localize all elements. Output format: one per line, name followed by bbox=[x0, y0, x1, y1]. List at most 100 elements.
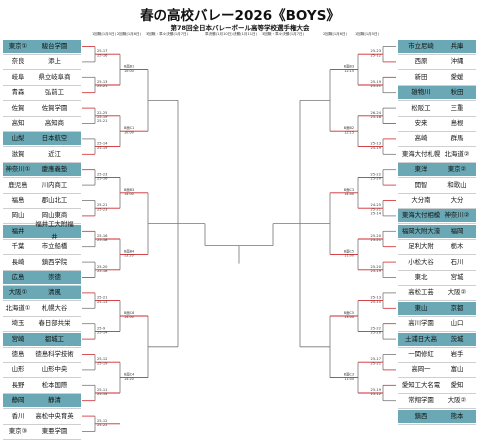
match-score: 25-23 bbox=[97, 172, 107, 176]
team-prefecture: 秋田 bbox=[450, 88, 464, 97]
row-divider bbox=[398, 377, 476, 379]
match-label: 11:00 bbox=[344, 377, 354, 381]
team-prefecture: 大分 bbox=[450, 196, 464, 204]
team-prefecture: 石川 bbox=[450, 257, 464, 266]
team-prefecture: 茨城 bbox=[450, 334, 464, 343]
match-label: 14:00 bbox=[124, 192, 134, 196]
row-divider bbox=[3, 161, 81, 163]
match-score: 25-12 bbox=[97, 357, 107, 361]
match-label: 10:00 bbox=[124, 69, 134, 73]
team-row-left: 徳島 徳島科学技術 bbox=[3, 348, 81, 361]
row-divider bbox=[3, 423, 81, 425]
team-school: 札幌大谷 bbox=[41, 303, 68, 312]
team-prefecture: 熊本 bbox=[450, 411, 464, 420]
row-divider bbox=[398, 254, 476, 256]
match-score: 25-21 bbox=[371, 238, 381, 242]
match-label: 13:20 bbox=[124, 254, 134, 258]
team-prefecture: 神奈川② bbox=[444, 211, 470, 220]
team-school: 高川学園 bbox=[408, 319, 434, 328]
row-divider bbox=[398, 362, 476, 363]
team-school: 足利大附 bbox=[408, 242, 434, 251]
row-divider bbox=[398, 84, 476, 86]
team-row-right: 足利大附 栃木 bbox=[398, 240, 476, 253]
row-divider bbox=[3, 100, 81, 102]
row-divider bbox=[398, 331, 476, 333]
match-label: 11:00 bbox=[344, 254, 354, 258]
team-school: 東海大付相模 bbox=[401, 211, 441, 220]
page-title: 春の高校バレー2026《BOYS》 bbox=[140, 8, 340, 24]
team-prefecture: 沖縄 bbox=[450, 57, 464, 66]
team-school: 弘前工 bbox=[44, 88, 65, 97]
match-score: 25-20 bbox=[97, 265, 108, 269]
team-prefecture: 静岡 bbox=[11, 396, 25, 405]
team-prefecture: 神奈川① bbox=[5, 165, 31, 174]
team-school: 添上 bbox=[48, 57, 61, 66]
team-school: 高崎 bbox=[414, 134, 428, 143]
match-score: 25-22 bbox=[371, 326, 381, 330]
header-round2-left: 2回戦(1月6日) bbox=[117, 32, 142, 36]
row-divider bbox=[398, 238, 476, 240]
header-sf: 準決勝(1月10日) bbox=[205, 32, 233, 36]
match-label: 14:40 bbox=[344, 192, 354, 196]
match-score: 25-12 bbox=[371, 392, 381, 396]
team-row-left: 岐阜 県立岐阜商 bbox=[3, 71, 81, 84]
team-prefecture: 岩手 bbox=[450, 350, 464, 358]
row-divider bbox=[398, 161, 476, 163]
team-school: 春日部共栄 bbox=[38, 319, 71, 328]
team-school: 慶應義塾 bbox=[41, 165, 68, 174]
team-row-left: 東京① 駿台学園 bbox=[3, 40, 81, 53]
match-score: 25-13 bbox=[97, 300, 107, 304]
team-prefecture: 宮崎 bbox=[11, 334, 25, 343]
row-divider bbox=[398, 208, 476, 209]
match-score: 25-20 bbox=[371, 177, 382, 181]
team-prefecture: 島根 bbox=[450, 119, 464, 127]
match-score: 25-11 bbox=[97, 388, 107, 392]
match-label: 10:00 bbox=[124, 130, 134, 134]
match-score: 25-21 bbox=[97, 84, 107, 88]
team-school: 愛知工大名電 bbox=[401, 380, 441, 389]
team-row-right: 高崎 群馬 bbox=[398, 132, 476, 145]
match-score: 25-19 bbox=[97, 361, 108, 365]
team-prefecture: 岡山 bbox=[11, 211, 25, 220]
team-row-left: 埼玉 春日部共栄 bbox=[3, 317, 81, 330]
match-score: 25-14 bbox=[97, 142, 108, 146]
team-row-left: 静岡 静清 bbox=[3, 394, 81, 408]
team-row-left: 岡山 岡山東商 bbox=[3, 209, 81, 222]
team-row-left: 広島 崇徳 bbox=[3, 271, 81, 284]
page-subtitle: 第78回全日本バレーボール高等学校選手権大会 bbox=[170, 24, 310, 32]
team-school: 東北 bbox=[414, 273, 428, 281]
match-label: B面B4 bbox=[124, 248, 134, 253]
match-score: 25-17 bbox=[371, 357, 381, 361]
row-divider bbox=[398, 131, 476, 132]
row-divider bbox=[398, 115, 476, 117]
team-row-left: 東京③ 東亜学園 bbox=[3, 425, 81, 438]
match-label: B面B1 bbox=[124, 64, 134, 69]
team-school: 松阪工 bbox=[411, 103, 431, 112]
team-school: 清風 bbox=[48, 288, 61, 297]
row-divider bbox=[3, 131, 81, 132]
team-school: 小松大谷 bbox=[408, 257, 434, 266]
team-school: 常翔学園 bbox=[408, 396, 434, 405]
row-divider bbox=[3, 408, 81, 410]
team-school: 高岡一 bbox=[411, 365, 431, 374]
team-prefecture: 香川 bbox=[11, 411, 25, 420]
team-school: 高知商 bbox=[44, 119, 65, 127]
match-score: 25-19 bbox=[371, 146, 382, 150]
team-school: 県立岐阜商 bbox=[38, 72, 71, 81]
match-score: 25-18 bbox=[97, 238, 108, 242]
team-prefecture: 宮城 bbox=[450, 273, 464, 281]
match-score: 25-13 bbox=[371, 142, 381, 146]
team-school: 日本航空 bbox=[41, 134, 68, 143]
team-school: 東山 bbox=[414, 303, 428, 312]
team-row-left: 滋賀 近江 bbox=[3, 148, 81, 161]
team-prefecture: 兵庫 bbox=[450, 42, 464, 50]
team-school: 大分南 bbox=[411, 196, 431, 204]
team-school: 佐賀学園 bbox=[41, 103, 68, 112]
row-divider bbox=[3, 223, 81, 225]
team-row-right: 東北 宮城 bbox=[398, 271, 476, 284]
team-prefecture: 埼玉 bbox=[11, 319, 25, 328]
team-row-right: 市立尼崎 兵庫 bbox=[398, 40, 476, 53]
match-label: B面B3 bbox=[344, 64, 354, 69]
row-divider bbox=[3, 254, 81, 256]
team-prefecture: 奈良 bbox=[11, 57, 25, 66]
